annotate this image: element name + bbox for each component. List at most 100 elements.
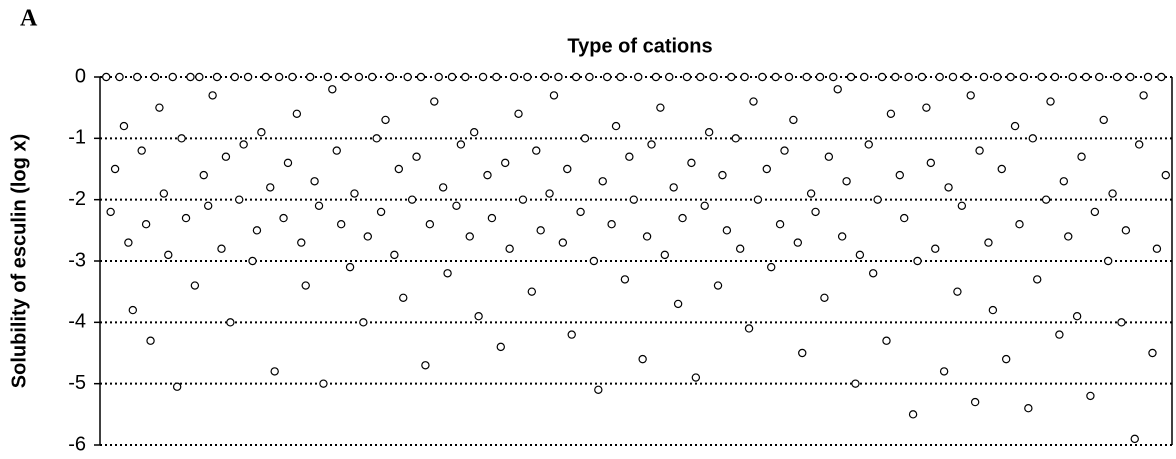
point	[345, 262, 355, 272]
point	[984, 238, 993, 247]
point	[589, 256, 599, 266]
point	[478, 72, 488, 82]
point	[288, 72, 297, 82]
point	[1055, 330, 1064, 339]
point	[102, 72, 111, 82]
point	[758, 72, 767, 82]
point	[656, 103, 665, 112]
point	[975, 146, 984, 155]
point	[514, 109, 523, 119]
point	[469, 127, 479, 137]
point	[673, 299, 683, 309]
point	[146, 336, 155, 345]
point	[323, 72, 333, 82]
point	[195, 72, 204, 82]
point	[886, 109, 896, 119]
point	[509, 72, 519, 82]
point	[1112, 72, 1122, 82]
point	[1086, 391, 1095, 401]
point	[1059, 177, 1069, 186]
point	[350, 189, 359, 198]
point	[1015, 219, 1024, 229]
point	[948, 72, 958, 82]
point	[891, 72, 900, 82]
point	[416, 72, 426, 82]
y-tick-label: -6	[68, 433, 86, 455]
point	[904, 72, 913, 82]
point	[598, 177, 607, 186]
point	[1148, 348, 1157, 358]
point	[554, 72, 563, 82]
point	[212, 72, 222, 82]
point	[620, 275, 630, 284]
point	[563, 164, 572, 174]
point	[150, 72, 160, 82]
point	[1050, 72, 1060, 82]
point	[740, 72, 749, 82]
point	[882, 336, 891, 345]
y-tick-label: -3	[68, 249, 86, 271]
point	[168, 72, 177, 82]
point	[993, 72, 1002, 82]
point	[1064, 232, 1073, 241]
point	[957, 201, 967, 210]
point	[908, 410, 918, 419]
point	[868, 269, 878, 278]
y-tick-label: -2	[68, 188, 86, 210]
point	[647, 140, 656, 149]
point	[301, 281, 310, 290]
point	[935, 72, 944, 82]
y-tick-label: 0	[75, 65, 86, 87]
point	[607, 219, 616, 229]
point	[266, 183, 275, 192]
point	[1033, 275, 1042, 284]
point	[487, 213, 497, 223]
point	[1019, 72, 1029, 82]
point	[762, 164, 771, 174]
point	[465, 232, 474, 241]
point	[900, 213, 909, 223]
point	[775, 219, 785, 229]
point	[425, 219, 435, 229]
point	[718, 170, 727, 180]
point	[789, 115, 798, 125]
point	[403, 72, 412, 82]
point	[988, 305, 998, 315]
point	[873, 195, 882, 204]
point	[217, 244, 226, 253]
point	[594, 385, 603, 394]
point	[314, 201, 324, 210]
point	[421, 361, 430, 370]
point	[141, 219, 151, 229]
point	[634, 72, 643, 82]
point	[1152, 244, 1162, 253]
point	[749, 97, 758, 106]
point	[1139, 91, 1148, 100]
point	[203, 201, 213, 210]
point	[456, 140, 466, 149]
point	[820, 293, 829, 302]
point	[390, 250, 399, 260]
point	[518, 195, 528, 204]
point	[815, 72, 825, 82]
point	[221, 152, 231, 161]
point	[381, 115, 390, 125]
y-tick-label: -4	[68, 311, 86, 333]
point	[336, 219, 346, 229]
point	[110, 164, 120, 174]
point	[159, 189, 169, 198]
point	[731, 134, 740, 143]
point	[252, 226, 262, 235]
point	[226, 318, 235, 327]
point	[1095, 72, 1104, 82]
point	[257, 127, 266, 137]
point	[438, 183, 448, 192]
point	[1028, 134, 1037, 143]
point	[1143, 72, 1153, 82]
point	[319, 379, 328, 388]
point	[962, 72, 971, 82]
point	[966, 91, 975, 100]
point	[372, 134, 381, 143]
point	[359, 318, 368, 327]
point	[133, 72, 142, 82]
